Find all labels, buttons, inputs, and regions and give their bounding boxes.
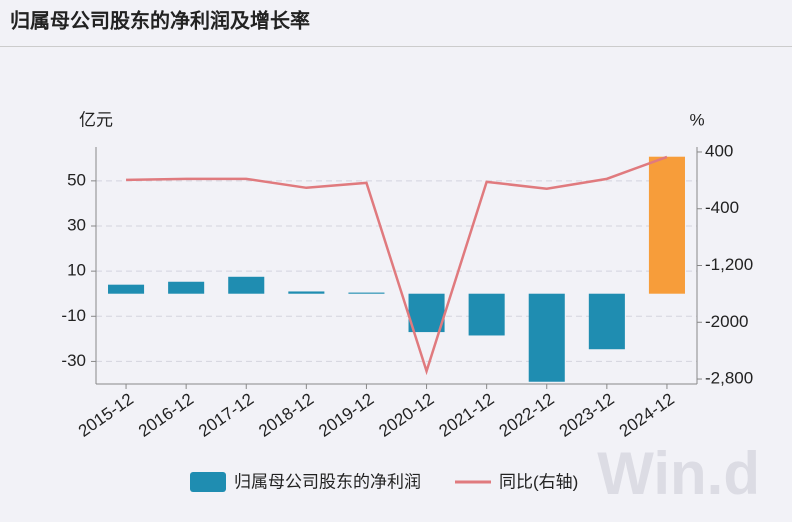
bar (288, 291, 325, 294)
y-axis-label: 亿元 (79, 110, 113, 129)
bar (588, 293, 625, 350)
y2-tick-label: 400 (705, 141, 733, 160)
bar (348, 292, 385, 294)
bar (108, 284, 145, 294)
bar (168, 281, 205, 294)
legend-swatch (190, 472, 226, 492)
chart-title: 归属母公司股东的净利润及增长率 (10, 8, 310, 32)
y2-tick-label: -1,200 (705, 255, 753, 274)
y-tick-label: 10 (67, 261, 86, 280)
bar (468, 293, 505, 336)
legend-label: 归属母公司股东的净利润 (234, 472, 421, 491)
bar (528, 293, 565, 382)
y-tick-label: -30 (61, 351, 86, 370)
bar (648, 156, 685, 294)
bar (408, 293, 445, 333)
y-tick-label: 30 (67, 215, 86, 234)
y2-axis-label: % (689, 110, 704, 129)
y2-tick-label: -2,800 (705, 369, 753, 388)
legend-label: 同比(右轴) (499, 472, 578, 491)
y-tick-label: 50 (67, 170, 86, 189)
bar (228, 276, 265, 294)
line (126, 155, 668, 376)
y2-tick-label: -2000 (705, 312, 748, 331)
y-tick-label: -10 (61, 306, 86, 325)
y2-tick-label: -400 (705, 198, 739, 217)
watermark: Win.d (597, 440, 760, 507)
